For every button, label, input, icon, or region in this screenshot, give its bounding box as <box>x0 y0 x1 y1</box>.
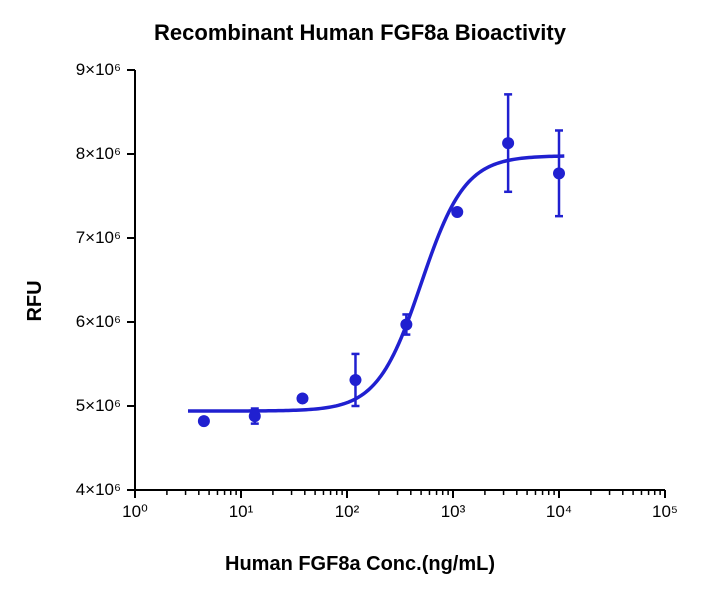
x-tick-label: 10⁵ <box>652 502 678 522</box>
chart-svg <box>0 0 720 601</box>
x-tick-label: 10³ <box>441 502 466 522</box>
y-tick-label: 6×10⁶ <box>0 312 121 332</box>
chart-container: Recombinant Human FGF8a Bioactivity RFU … <box>0 0 720 601</box>
y-tick-label: 9×10⁶ <box>0 60 121 80</box>
x-tick-label: 10⁴ <box>546 502 572 522</box>
x-tick-label: 10² <box>335 502 360 522</box>
y-tick-label: 7×10⁶ <box>0 228 121 248</box>
x-tick-label: 10¹ <box>229 502 254 522</box>
x-tick-label: 10⁰ <box>122 502 148 522</box>
y-tick-label: 8×10⁶ <box>0 144 121 164</box>
y-tick-label: 5×10⁶ <box>0 396 121 416</box>
y-tick-label: 4×10⁶ <box>0 480 121 500</box>
